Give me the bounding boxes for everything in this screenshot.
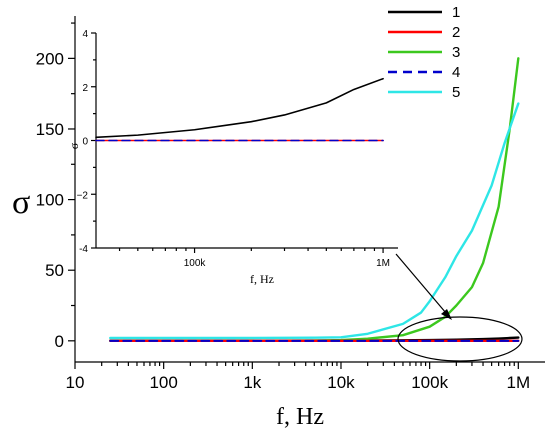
main-y-tick-label: 100 — [36, 191, 64, 210]
main-x-tick-label: 100k — [411, 373, 448, 392]
inset-y-tick-label: −2 — [77, 190, 89, 201]
main-x-tick-label: 100 — [149, 373, 177, 392]
inset-plot: -4 −2 0 2 4 100k 1M f, Hz σ — [67, 29, 398, 286]
inset-x-axis-title: f, Hz — [250, 272, 274, 286]
inset-y-tick-label: 4 — [82, 29, 88, 40]
main-x-tick-label: 10k — [327, 373, 355, 392]
legend-label-1: 1 — [452, 4, 460, 21]
main-x-axis-title: f, Hz — [276, 404, 324, 430]
main-x-tick-label: 10 — [66, 373, 85, 392]
zoom-ellipse — [397, 316, 523, 362]
legend: 1 2 3 4 5 — [388, 4, 460, 101]
inset-x-tick-label: 100k — [184, 258, 207, 269]
legend-label-3: 3 — [452, 44, 460, 61]
main-y-tick-label: 200 — [36, 49, 64, 68]
main-y-tick-label: 0 — [55, 332, 64, 351]
inset-y-tick-label: 2 — [82, 83, 88, 94]
inset-y-tick-label: -4 — [79, 244, 88, 255]
main-y-tick-label: 50 — [45, 261, 64, 280]
zoom-annotation — [395, 253, 523, 362]
main-x-tick-label: 1k — [243, 373, 261, 392]
zoom-arrow-shaft — [395, 253, 447, 314]
inset-y-axis-title: σ — [67, 142, 81, 149]
inset-series-1 — [95, 77, 384, 139]
legend-label-5: 5 — [452, 84, 460, 101]
legend-label-4: 4 — [452, 64, 460, 81]
legend-label-2: 2 — [452, 24, 460, 41]
zoom-arrow-head — [441, 309, 452, 320]
inset-y-tick-label: 0 — [82, 137, 88, 148]
main-y-axis-title: σ — [12, 184, 30, 221]
main-series-5 — [109, 102, 520, 340]
inset-x-tick-label: 1M — [376, 258, 390, 269]
main-x-tick-label: 1M — [506, 373, 530, 392]
main-y-tick-label: 150 — [36, 120, 64, 139]
